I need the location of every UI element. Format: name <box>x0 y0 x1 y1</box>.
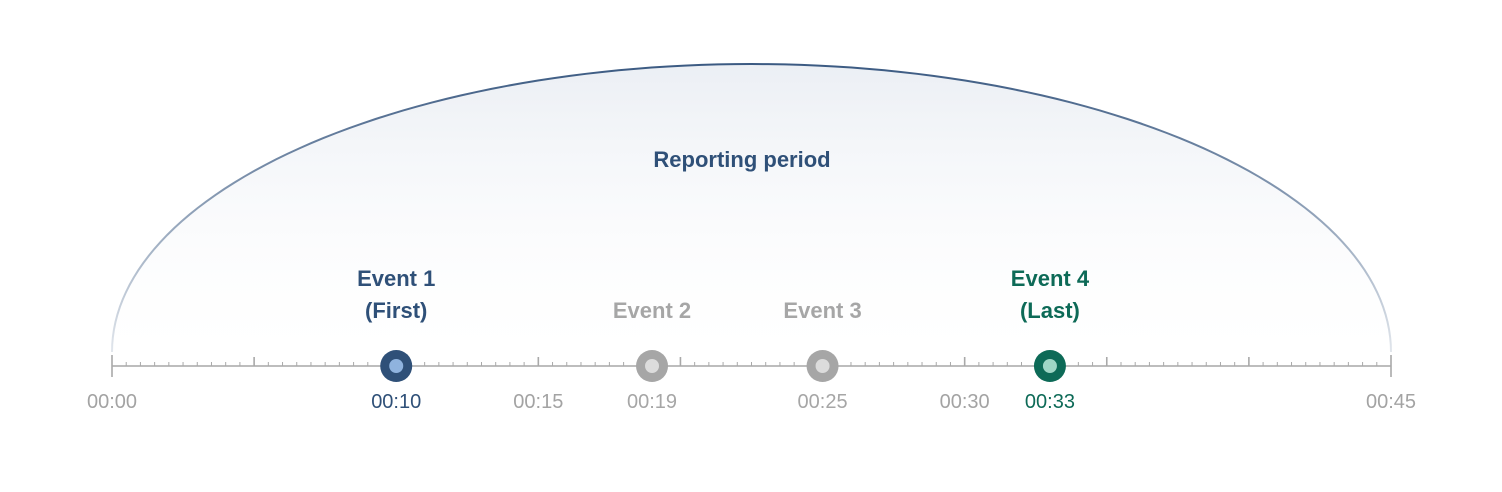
event-3: 00:25 Event 3 <box>783 298 861 413</box>
event-marker-center <box>389 359 404 373</box>
event-marker-center <box>645 359 660 373</box>
event-name: Event 1 <box>357 266 435 291</box>
time-axis-labels: 00:00 00:15 00:30 00:45 <box>87 391 1416 413</box>
axis-label: 00:45 <box>1366 391 1416 413</box>
time-axis <box>111 355 1392 377</box>
axis-label: 00:00 <box>87 391 137 413</box>
event-name: (First) <box>365 298 427 323</box>
event-markers: 00:10 Event 1 (First) 00:19 Event 2 00:25 Even… <box>357 266 1090 413</box>
event-2: 00:19 Event 2 <box>613 298 691 413</box>
event-time: 00:25 <box>798 391 848 413</box>
event-4: 00:33 Event 4 (Last) <box>1011 266 1090 413</box>
reporting-period-arc <box>111 62 1392 353</box>
event-time: 00:10 <box>371 391 421 413</box>
axis-label: 00:30 <box>940 391 990 413</box>
event-name: Event 2 <box>613 298 691 323</box>
event-1: 00:10 Event 1 (First) <box>357 266 435 413</box>
reporting-period-title: Reporting period <box>653 147 830 172</box>
event-name: (Last) <box>1020 298 1080 323</box>
event-marker-center <box>1042 359 1057 373</box>
event-time: 00:19 <box>627 391 677 413</box>
event-marker-center <box>815 359 830 373</box>
event-time: 00:33 <box>1025 391 1075 413</box>
axis-label: 00:15 <box>513 391 563 413</box>
event-name: Event 3 <box>783 298 861 323</box>
event-name: Event 4 <box>1011 266 1090 291</box>
